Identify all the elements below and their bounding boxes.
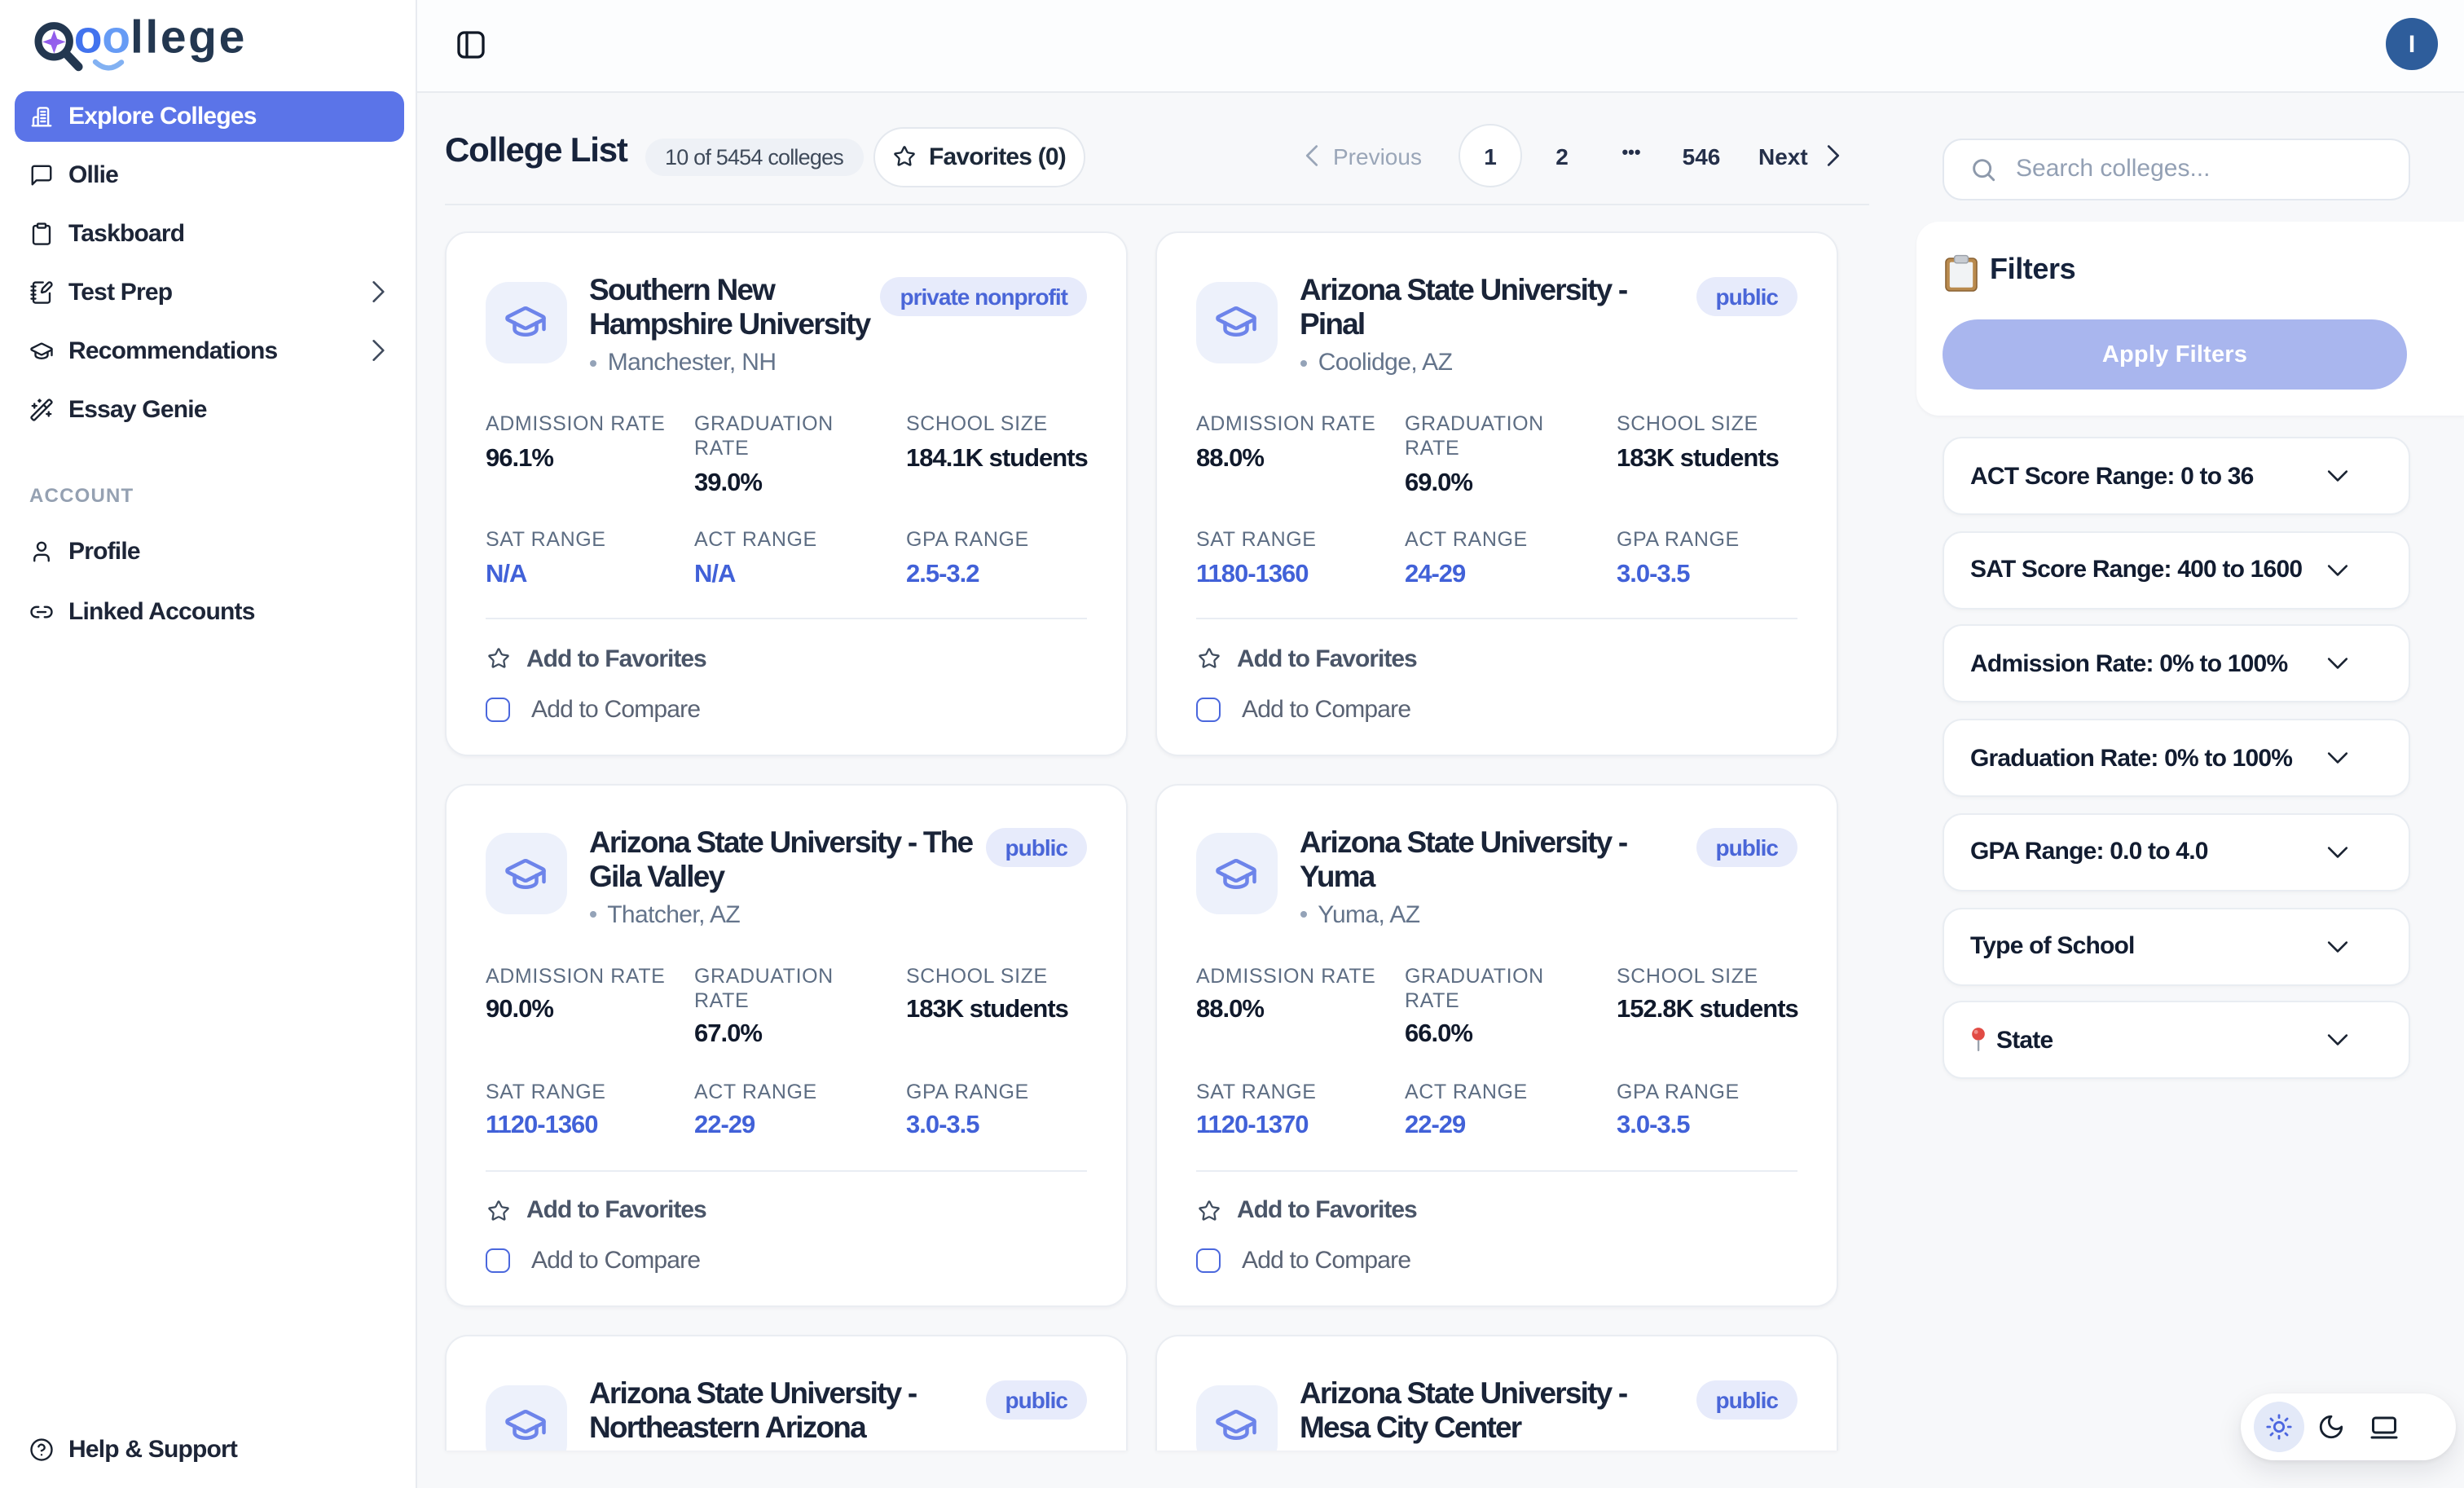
svg-text:llege: llege: [130, 11, 247, 63]
svg-text:o: o: [102, 11, 132, 63]
svg-text:o: o: [74, 11, 104, 63]
